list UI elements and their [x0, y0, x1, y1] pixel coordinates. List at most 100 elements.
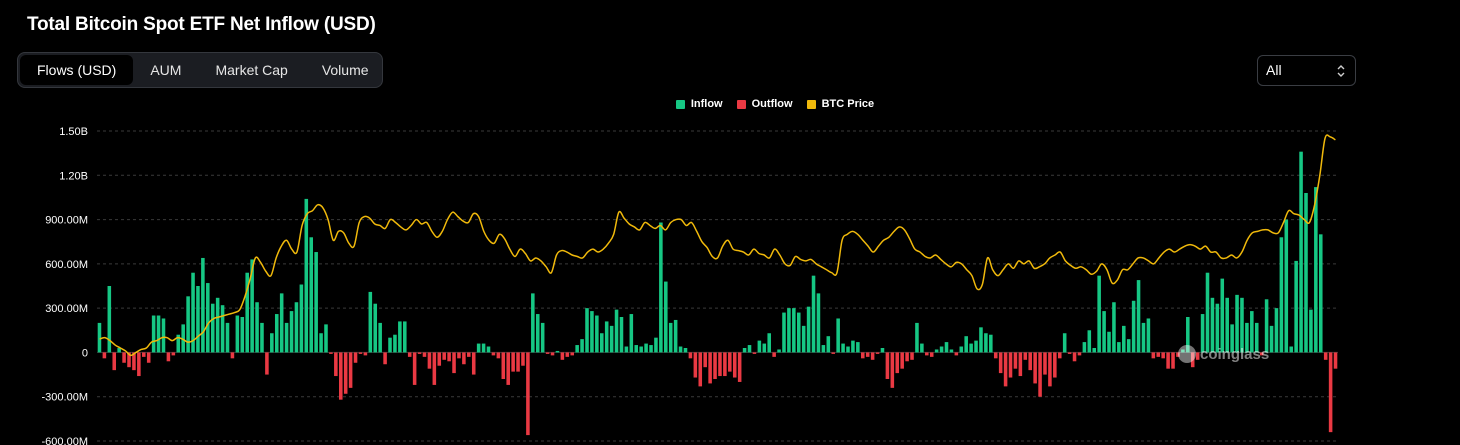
inflow-bar[interactable]: [624, 346, 629, 353]
inflow-bar[interactable]: [1304, 193, 1308, 353]
outflow-bar[interactable]: [171, 352, 176, 356]
inflow-bar[interactable]: [821, 345, 826, 353]
inflow-bar[interactable]: [959, 346, 964, 353]
outflow-bar[interactable]: [447, 352, 451, 362]
inflow-bar[interactable]: [604, 321, 609, 353]
outflow-bar[interactable]: [890, 352, 895, 388]
outflow-bar[interactable]: [1028, 352, 1032, 371]
inflow-bar[interactable]: [851, 340, 855, 353]
inflow-bar[interactable]: [585, 308, 589, 353]
outflow-bar[interactable]: [1077, 352, 1082, 356]
inflow-bar[interactable]: [747, 345, 752, 353]
outflow-bar[interactable]: [1053, 352, 1057, 378]
inflow-bar[interactable]: [664, 281, 668, 353]
inflow-bar[interactable]: [1117, 342, 1121, 353]
inflow-bar[interactable]: [255, 302, 259, 353]
outflow-bar[interactable]: [422, 352, 427, 357]
outflow-bar[interactable]: [334, 352, 338, 377]
outflow-bar[interactable]: [1067, 352, 1072, 354]
inflow-bar[interactable]: [378, 322, 382, 353]
inflow-bar[interactable]: [1294, 260, 1298, 353]
outflow-bar[interactable]: [1156, 352, 1161, 357]
inflow-bar[interactable]: [678, 346, 683, 353]
outflow-bar[interactable]: [728, 352, 732, 372]
outflow-bar[interactable]: [732, 352, 737, 378]
inflow-bar[interactable]: [1289, 346, 1293, 353]
inflow-bar[interactable]: [176, 334, 181, 353]
outflow-bar[interactable]: [339, 352, 343, 400]
inflow-bar[interactable]: [1082, 342, 1087, 353]
outflow-bar[interactable]: [1023, 352, 1028, 360]
outflow-bar[interactable]: [496, 352, 501, 359]
inflow-bar[interactable]: [206, 283, 210, 353]
outflow-bar[interactable]: [1171, 352, 1175, 369]
outflow-bar[interactable]: [1151, 352, 1156, 359]
inflow-bar[interactable]: [540, 322, 545, 353]
inflow-bar[interactable]: [225, 322, 230, 353]
inflow-bar[interactable]: [683, 348, 688, 353]
inflow-bar[interactable]: [1181, 349, 1185, 353]
outflow-bar[interactable]: [265, 352, 269, 375]
outflow-bar[interactable]: [693, 352, 698, 378]
inflow-bar[interactable]: [629, 314, 634, 353]
inflow-bar[interactable]: [97, 322, 102, 353]
inflow-bar[interactable]: [250, 259, 254, 353]
inflow-bar[interactable]: [279, 293, 284, 353]
outflow-bar[interactable]: [412, 352, 417, 385]
inflow-bar[interactable]: [856, 342, 860, 353]
inflow-bar[interactable]: [811, 275, 816, 353]
inflow-bar[interactable]: [757, 340, 762, 353]
inflow-bar[interactable]: [186, 296, 190, 353]
inflow-bar[interactable]: [373, 303, 378, 353]
outflow-bar[interactable]: [905, 352, 909, 362]
outflow-bar[interactable]: [137, 352, 141, 377]
outflow-bar[interactable]: [230, 352, 235, 359]
inflow-bar[interactable]: [816, 293, 821, 353]
inflow-bar[interactable]: [299, 284, 304, 353]
outflow-bar[interactable]: [929, 352, 934, 357]
outflow-bar[interactable]: [1259, 352, 1264, 356]
outflow-bar[interactable]: [1328, 352, 1333, 433]
outflow-bar[interactable]: [1038, 352, 1042, 397]
inflow-bar[interactable]: [880, 348, 885, 353]
outflow-bar[interactable]: [895, 352, 900, 374]
inflow-bar[interactable]: [619, 317, 624, 353]
outflow-bar[interactable]: [565, 352, 570, 357]
inflow-bar[interactable]: [939, 346, 944, 353]
inflow-bar[interactable]: [1264, 299, 1269, 353]
outflow-bar[interactable]: [329, 352, 333, 354]
inflow-bar[interactable]: [969, 343, 973, 353]
inflow-bar[interactable]: [609, 325, 614, 353]
inflow-bar[interactable]: [1274, 308, 1279, 353]
inflow-bar[interactable]: [476, 343, 481, 353]
inflow-bar[interactable]: [767, 333, 771, 353]
inflow-bar[interactable]: [1107, 331, 1111, 353]
inflow-bar[interactable]: [1284, 219, 1289, 353]
inflow-bar[interactable]: [673, 319, 678, 353]
inflow-bar[interactable]: [792, 308, 796, 353]
inflow-bar[interactable]: [304, 198, 309, 353]
inflow-bar[interactable]: [1126, 339, 1131, 353]
inflow-bar[interactable]: [403, 321, 407, 353]
outflow-bar[interactable]: [737, 352, 742, 382]
inflow-bar[interactable]: [1062, 333, 1067, 353]
outflow-bar[interactable]: [1323, 352, 1328, 360]
inflow-bar[interactable]: [1220, 278, 1225, 353]
outflow-bar[interactable]: [1048, 352, 1052, 387]
outflow-bar[interactable]: [925, 352, 929, 356]
inflow-bar[interactable]: [531, 293, 535, 353]
inflow-bar[interactable]: [668, 322, 673, 353]
inflow-bar[interactable]: [654, 337, 658, 353]
inflow-bar[interactable]: [1186, 317, 1190, 353]
inflow-bar[interactable]: [949, 349, 954, 353]
inflow-bar[interactable]: [777, 349, 781, 353]
btc-price-line[interactable]: [99, 134, 1336, 357]
tab-volume[interactable]: Volume: [321, 62, 369, 78]
outflow-bar[interactable]: [491, 352, 496, 356]
inflow-bar[interactable]: [984, 333, 988, 353]
inflow-bar[interactable]: [796, 312, 801, 353]
outflow-bar[interactable]: [708, 352, 712, 384]
inflow-bar[interactable]: [1122, 325, 1126, 353]
legend-outflow[interactable]: Outflow: [736, 96, 793, 112]
outflow-bar[interactable]: [146, 352, 151, 363]
